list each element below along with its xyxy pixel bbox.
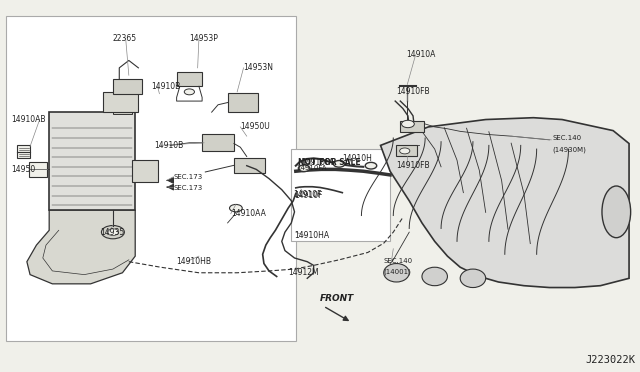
- Circle shape: [184, 89, 195, 95]
- Text: 14912M: 14912M: [288, 268, 319, 277]
- Bar: [177, 71, 202, 86]
- Bar: [132, 160, 157, 182]
- Circle shape: [101, 225, 124, 239]
- Text: 14910B: 14910B: [154, 141, 184, 150]
- Bar: [103, 92, 138, 112]
- Circle shape: [399, 148, 410, 154]
- Text: 22365: 22365: [113, 34, 137, 43]
- Polygon shape: [381, 118, 629, 288]
- Circle shape: [365, 162, 377, 169]
- Text: 14910FB: 14910FB: [396, 161, 430, 170]
- Text: 14950U: 14950U: [241, 122, 270, 131]
- Bar: [399, 121, 424, 132]
- Circle shape: [333, 161, 345, 167]
- Circle shape: [298, 165, 310, 171]
- Text: 14910HB: 14910HB: [177, 257, 212, 266]
- Text: 14910F: 14910F: [293, 190, 322, 199]
- Circle shape: [107, 229, 118, 235]
- Text: 14910B: 14910B: [151, 82, 180, 91]
- Bar: [17, 145, 30, 158]
- Bar: [29, 162, 47, 177]
- Text: 14910H: 14910H: [342, 154, 372, 163]
- Bar: [113, 105, 132, 114]
- Bar: [202, 134, 234, 151]
- Text: SEC.140: SEC.140: [384, 257, 413, 264]
- Text: (14001): (14001): [384, 269, 412, 275]
- Text: (14930M): (14930M): [552, 147, 586, 153]
- Text: 14910A: 14910A: [406, 51, 435, 60]
- Bar: [291, 149, 390, 241]
- Bar: [396, 145, 417, 157]
- Polygon shape: [27, 210, 135, 284]
- Text: 14953P: 14953P: [189, 34, 218, 43]
- Bar: [113, 79, 141, 94]
- Ellipse shape: [602, 186, 630, 238]
- Bar: [6, 16, 296, 341]
- Bar: [228, 93, 258, 112]
- Text: 14953N: 14953N: [244, 63, 273, 72]
- Text: 14910FA: 14910FA: [301, 157, 334, 167]
- Bar: [49, 112, 135, 210]
- Text: 14950: 14950: [11, 165, 35, 174]
- Text: 14935: 14935: [100, 228, 124, 237]
- Text: 14910F: 14910F: [294, 191, 323, 200]
- Text: 14910HA: 14910HA: [294, 231, 330, 240]
- Text: NOT FOR SALE: NOT FOR SALE: [298, 158, 360, 167]
- Ellipse shape: [422, 267, 447, 286]
- Text: 14910FB: 14910FB: [396, 87, 430, 96]
- Text: FRONT: FRONT: [320, 294, 355, 303]
- Text: J223022K: J223022K: [586, 355, 636, 365]
- Ellipse shape: [384, 263, 409, 282]
- Circle shape: [230, 205, 243, 212]
- Text: 14910AB: 14910AB: [11, 115, 45, 124]
- Circle shape: [401, 120, 414, 128]
- Text: SEC.173: SEC.173: [173, 185, 203, 191]
- Bar: [234, 158, 264, 173]
- Text: SEC.173: SEC.173: [173, 174, 203, 180]
- Text: 14910AA: 14910AA: [231, 209, 266, 218]
- Text: SEC.140: SEC.140: [552, 135, 582, 141]
- Ellipse shape: [460, 269, 486, 288]
- Text: 14910FA: 14910FA: [296, 164, 326, 170]
